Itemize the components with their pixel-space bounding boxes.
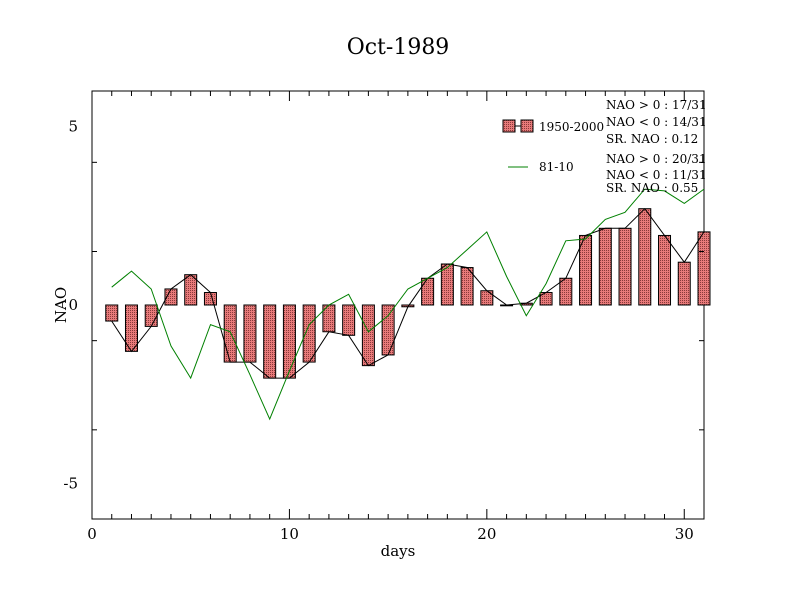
stat-1950-pos: NAO > 0 : 17/31 <box>606 98 707 112</box>
chart-title: Oct-1989 <box>347 35 450 60</box>
legend-label-81-10: 81-10 <box>539 160 574 174</box>
bar-series <box>105 208 711 379</box>
y-tick-label: 5 <box>68 118 78 136</box>
legend-bar-swatch-2 <box>520 119 534 133</box>
bar-day-28 <box>638 208 652 306</box>
bar-day-29 <box>658 234 672 306</box>
y-tick-label: -5 <box>63 474 78 492</box>
stat-8110-neg: NAO < 0 : 11/31 <box>606 168 707 182</box>
x-tick-label: 0 <box>87 525 97 543</box>
y-axis-label: NAO <box>52 287 70 323</box>
legend-bar-swatch-1 <box>502 119 516 133</box>
bar-day-24 <box>559 277 573 306</box>
bar-day-20 <box>480 290 494 306</box>
bar-day-13 <box>342 304 356 336</box>
bar-connector-line <box>111 207 705 379</box>
bar-day-5 <box>184 274 198 306</box>
stat-1950-neg: NAO < 0 : 14/31 <box>606 115 707 129</box>
legend-label-1950-2000: 1950-2000 <box>539 120 604 134</box>
bar-day-1 <box>105 304 119 322</box>
bar-day-6 <box>203 292 217 306</box>
stat-1950-sr: SR. NAO : 0.12 <box>606 132 698 146</box>
bar-day-3 <box>144 304 158 327</box>
legend: 1950-2000 81-10 NAO > 0 : 17/31 NAO < 0 … <box>502 98 707 195</box>
y-tick-label: 0 <box>68 296 78 314</box>
line-series-81-10 <box>111 188 705 421</box>
x-tick-label: 20 <box>477 525 496 543</box>
bar-day-15 <box>381 304 395 356</box>
bar-day-7 <box>223 304 237 363</box>
bar-day-27 <box>618 227 632 306</box>
bar-day-25 <box>579 234 593 306</box>
stat-8110-pos: NAO > 0 : 20/31 <box>606 152 707 166</box>
x-tick-label: 30 <box>675 525 694 543</box>
axes-ticks: 0 10 20 30 -5 0 5 <box>63 91 705 543</box>
bar-day-26 <box>598 227 612 306</box>
bar-day-10 <box>282 304 296 379</box>
bar-day-9 <box>263 304 277 379</box>
bar-day-31 <box>697 231 711 306</box>
stat-8110-sr: SR. NAO : 0.55 <box>606 181 698 195</box>
x-tick-label: 10 <box>280 525 299 543</box>
bar-day-30 <box>677 261 691 306</box>
bar-day-8 <box>243 304 257 363</box>
bar-day-14 <box>361 304 375 367</box>
x-axis-label: days <box>381 542 416 560</box>
bar-day-17 <box>421 277 435 306</box>
